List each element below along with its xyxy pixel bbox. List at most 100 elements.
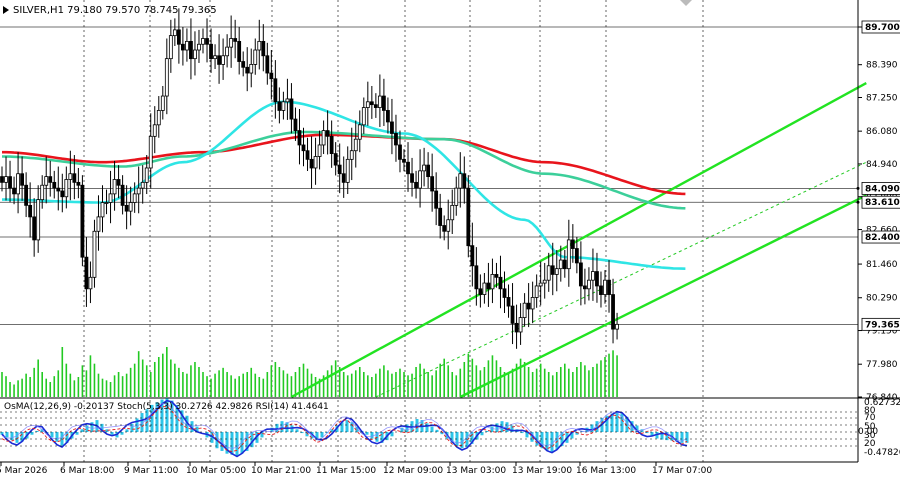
candle-body — [149, 136, 152, 168]
candle-body — [61, 191, 64, 197]
candle-body — [435, 191, 438, 208]
candle-body — [113, 179, 116, 193]
candle-body — [129, 203, 132, 212]
indicator-tick-label: 0.00 — [858, 427, 878, 437]
candle-body — [270, 73, 273, 79]
time-label: 13 Mar 03:00 — [446, 466, 506, 476]
candle-body — [173, 30, 176, 36]
candle-body — [193, 50, 196, 59]
candle-body — [222, 56, 225, 65]
candle-body — [161, 96, 164, 110]
candle-body — [133, 194, 136, 203]
candle-body — [463, 174, 466, 188]
indicator-tick-label: -0.47826 — [864, 448, 900, 458]
candle-body — [471, 246, 474, 266]
candle-body — [145, 168, 148, 182]
candle-body — [483, 283, 486, 295]
candle-body — [431, 177, 434, 191]
candle-body — [69, 174, 72, 180]
candle-body — [543, 280, 546, 283]
candle-body — [511, 306, 514, 323]
candle-body — [157, 110, 160, 124]
candle-body — [125, 205, 128, 211]
candle-body — [189, 41, 192, 58]
candle-body — [579, 263, 582, 286]
candle-body — [411, 174, 414, 183]
candle-body — [447, 220, 450, 232]
candle-body — [403, 159, 406, 162]
candle-body — [202, 39, 205, 45]
price-tick-label: 81.460 — [866, 260, 898, 270]
candle-body — [234, 39, 237, 42]
candle-body — [302, 145, 305, 151]
candle-body — [322, 131, 325, 145]
candle-body — [346, 159, 349, 182]
candle-body — [137, 188, 140, 194]
candle-body — [503, 289, 506, 298]
candle-body — [366, 102, 369, 108]
price-label: 79.365 — [865, 320, 900, 330]
candle-body — [370, 102, 373, 105]
candle-body — [89, 277, 92, 289]
candle-body — [451, 205, 454, 219]
candle-body — [398, 145, 401, 159]
candle-body — [290, 99, 293, 119]
candle-body — [210, 44, 213, 58]
candle-body — [407, 162, 410, 174]
candle-body — [479, 289, 482, 295]
candle-body — [439, 208, 442, 225]
candle-body — [563, 260, 566, 269]
candle-body — [278, 102, 281, 111]
candle-body — [226, 47, 229, 56]
candle-body — [378, 96, 381, 108]
candle-body — [218, 56, 221, 65]
candle-body — [423, 165, 426, 171]
candle-body — [475, 266, 478, 289]
candle-body — [41, 185, 44, 199]
candle-body — [567, 240, 570, 269]
candle-body — [350, 151, 353, 160]
price-label: 84.090 — [865, 184, 900, 194]
price-tick-label: 84.940 — [866, 160, 898, 170]
candle-body — [298, 131, 301, 145]
time-label: 13 Mar 19:00 — [512, 466, 572, 476]
candle-body — [117, 179, 120, 185]
level-marker-icon — [857, 187, 860, 190]
candle-body — [591, 272, 594, 281]
candle-body — [427, 165, 430, 177]
candle-body — [527, 303, 530, 309]
time-label: 12 Mar 09:00 — [383, 466, 443, 476]
candle-body — [294, 119, 297, 131]
candle-body — [539, 283, 542, 286]
candle-body — [386, 110, 389, 122]
candle-body — [9, 177, 12, 189]
candle-body — [390, 122, 393, 134]
candle-body — [612, 295, 615, 330]
time-label: 9 Mar 11:00 — [124, 466, 179, 476]
candle-body — [519, 318, 522, 332]
price-label: 82.400 — [865, 233, 900, 243]
candle-body — [185, 41, 188, 50]
time-label: 6 Mar 18:00 — [60, 466, 115, 476]
time-label: 17 Mar 07:00 — [652, 466, 712, 476]
candle-body — [13, 188, 16, 194]
candle-body — [455, 188, 458, 205]
candle-body — [491, 274, 494, 288]
candle-body — [246, 67, 249, 73]
candle-body — [45, 177, 48, 186]
time-label: 16 Mar 13:00 — [576, 466, 636, 476]
candle-body — [81, 185, 84, 257]
candle-body — [97, 217, 100, 231]
candle-body — [394, 133, 397, 145]
candle-body — [165, 59, 168, 96]
candle-body — [326, 131, 329, 137]
candle-body — [354, 139, 357, 151]
candle-body — [230, 39, 233, 48]
candle-body — [382, 96, 385, 110]
candle-body — [443, 226, 446, 232]
candle-body — [575, 249, 578, 263]
candle-body — [169, 36, 172, 59]
candle-body — [571, 240, 574, 249]
